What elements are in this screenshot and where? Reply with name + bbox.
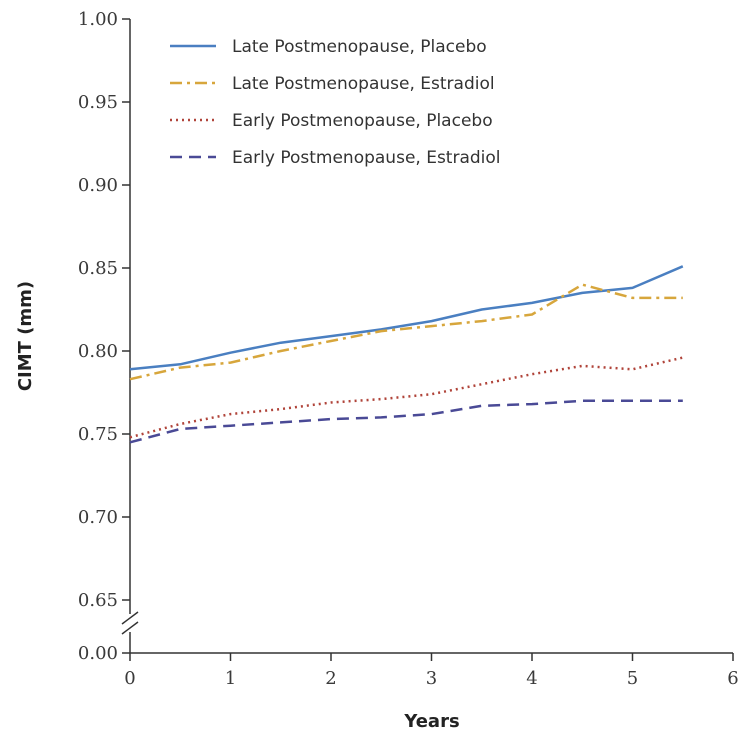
x-axis-ticks: 0 1 2 3 4 5 6 xyxy=(124,653,739,689)
axis-break-slash xyxy=(121,611,139,625)
x-tick-label: 1 xyxy=(225,668,236,689)
axis-break-slash xyxy=(121,621,139,635)
x-tick-label: 2 xyxy=(325,668,336,689)
y-tick-label: 0.75 xyxy=(78,424,118,445)
legend-item: Late Postmenopause, Placebo xyxy=(170,37,487,57)
x-tick-label: 5 xyxy=(627,668,638,689)
y-axis-ticks: 1.00 0.95 0.90 0.85 0.80 0.75 0.70 0.65 0.00 xyxy=(78,9,130,664)
x-axis-title: Years xyxy=(403,711,459,732)
y-tick-label: 0.90 xyxy=(78,175,118,196)
x-tick-label: 4 xyxy=(526,668,537,689)
legend-label: Late Postmenopause, Estradiol xyxy=(232,74,495,94)
series-line-3 xyxy=(129,356,684,439)
series-line-4 xyxy=(129,399,683,444)
legend-label: Early Postmenopause, Placebo xyxy=(232,111,493,131)
series-line-1 xyxy=(129,265,684,371)
y-tick-label: 1.00 xyxy=(78,9,118,30)
y-tick-label: 0.00 xyxy=(78,643,118,664)
x-tick-label: 6 xyxy=(727,668,738,689)
legend-item: Late Postmenopause, Estradiol xyxy=(170,74,495,94)
x-tick-label: 0 xyxy=(124,668,135,689)
legend: Late Postmenopause, Placebo Late Postmeno… xyxy=(170,37,501,168)
y-tick-label: 0.70 xyxy=(78,507,118,528)
legend-item: Early Postmenopause, Estradiol xyxy=(170,148,501,168)
legend-label: Late Postmenopause, Placebo xyxy=(232,37,487,57)
x-tick-label: 3 xyxy=(426,668,437,689)
legend-label: Early Postmenopause, Estradiol xyxy=(232,148,501,168)
y-tick-label: 0.80 xyxy=(78,341,118,362)
y-tick-label: 0.85 xyxy=(78,258,118,279)
series-lines xyxy=(129,265,684,444)
y-axis-title: CIMT (mm) xyxy=(15,281,36,391)
y-axis-break-marker xyxy=(121,611,139,635)
legend-item: Early Postmenopause, Placebo xyxy=(170,111,493,131)
y-tick-label: 0.95 xyxy=(78,92,118,113)
series-line-2 xyxy=(129,283,683,381)
y-tick-label: 0.65 xyxy=(78,590,118,611)
